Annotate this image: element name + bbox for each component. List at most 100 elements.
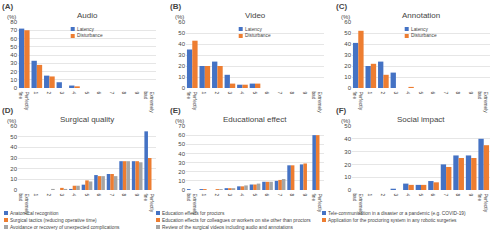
svg-text:Perfectlyfine: Perfectlyfine	[18, 91, 29, 110]
svg-text:4: 4	[405, 193, 410, 196]
svg-text:1: 1	[201, 91, 206, 94]
svg-text:3: 3	[393, 193, 398, 196]
svg-text:Surgical quality: Surgical quality	[60, 115, 114, 124]
svg-text:60: 60	[178, 132, 185, 138]
svg-text:10: 10	[344, 74, 351, 80]
svg-text:5: 5	[418, 91, 423, 94]
svg-text:70: 70	[178, 123, 185, 129]
svg-text:Video: Video	[245, 11, 266, 20]
svg-text:20: 20	[178, 63, 185, 69]
svg-text:50: 50	[178, 30, 185, 36]
svg-text:Annotation: Annotation	[402, 11, 440, 20]
svg-text:9: 9	[302, 91, 307, 94]
svg-text:Disturbance: Disturbance	[77, 33, 103, 38]
svg-text:(%): (%)	[7, 118, 16, 124]
svg-text:10: 10	[178, 178, 185, 184]
svg-text:30: 30	[10, 155, 17, 161]
svg-text:50: 50	[344, 30, 351, 36]
svg-text:6: 6	[430, 91, 435, 94]
svg-text:Perfectlyfine: Perfectlyfine	[186, 91, 197, 110]
svg-text:Tele-communication in a disast: Tele-communication in a disaster or a pa…	[328, 211, 466, 216]
svg-text:(E): (E)	[170, 106, 181, 115]
svg-text:6: 6	[96, 91, 101, 94]
svg-text:10: 10	[10, 176, 17, 182]
svg-text:(%): (%)	[175, 118, 184, 124]
svg-text:8: 8	[121, 91, 126, 94]
svg-text:1: 1	[367, 91, 372, 94]
svg-text:Education effects for proctors: Education effects for proctors	[162, 211, 225, 216]
svg-text:7: 7	[443, 91, 448, 94]
svg-text:0: 0	[182, 187, 186, 193]
svg-text:(D): (D)	[2, 106, 13, 115]
svg-text:50: 50	[10, 134, 17, 140]
svg-text:40: 40	[178, 151, 185, 157]
svg-text:40: 40	[344, 136, 351, 142]
svg-text:2: 2	[46, 91, 51, 94]
svg-text:Education effects for colleagu: Education effects for colleagues or work…	[162, 218, 311, 223]
svg-text:8: 8	[289, 193, 294, 196]
svg-text:Perfectlyfine: Perfectlyfine	[477, 193, 488, 212]
svg-text:Extremelybad: Extremelybad	[18, 193, 29, 215]
svg-text:2: 2	[214, 193, 219, 196]
svg-text:9: 9	[468, 91, 473, 94]
svg-text:Educational effect: Educational effect	[223, 115, 287, 124]
svg-text:7: 7	[443, 193, 448, 196]
svg-text:60: 60	[10, 123, 17, 129]
svg-text:1: 1	[367, 193, 372, 196]
svg-text:4: 4	[405, 91, 410, 94]
svg-text:Perfectlyfine: Perfectlyfine	[352, 91, 363, 110]
svg-text:5: 5	[252, 193, 257, 196]
svg-text:80: 80	[10, 19, 17, 25]
svg-text:Latency: Latency	[411, 27, 428, 32]
svg-text:5: 5	[418, 193, 423, 196]
svg-text:7: 7	[109, 91, 114, 94]
svg-text:40: 40	[10, 144, 17, 150]
svg-text:(C): (C)	[336, 2, 347, 11]
svg-text:4: 4	[71, 91, 76, 94]
svg-text:0: 0	[348, 85, 352, 91]
svg-text:(A): (A)	[2, 2, 13, 11]
svg-text:5: 5	[84, 91, 89, 94]
svg-text:Extremelybad: Extremelybad	[143, 91, 154, 113]
svg-text:Extremelybad: Extremelybad	[352, 193, 363, 215]
svg-text:7: 7	[277, 193, 282, 196]
svg-text:(B): (B)	[170, 2, 181, 11]
svg-text:Audio: Audio	[77, 11, 98, 20]
svg-text:Latency: Latency	[77, 27, 94, 32]
svg-text:20: 20	[344, 162, 351, 168]
svg-text:Disturbance: Disturbance	[411, 33, 437, 38]
svg-text:0: 0	[182, 85, 186, 91]
svg-text:3: 3	[393, 91, 398, 94]
svg-text:40: 40	[10, 52, 17, 58]
svg-text:9: 9	[302, 193, 307, 196]
svg-text:(%): (%)	[7, 14, 16, 20]
svg-text:60: 60	[344, 19, 351, 25]
svg-text:60: 60	[10, 36, 17, 42]
svg-text:20: 20	[10, 166, 17, 172]
svg-text:(F): (F)	[336, 106, 347, 115]
svg-text:6: 6	[96, 193, 101, 196]
svg-text:6: 6	[264, 193, 269, 196]
svg-text:1: 1	[33, 91, 38, 94]
svg-text:10: 10	[178, 74, 185, 80]
svg-text:Extremelybad: Extremelybad	[311, 91, 322, 113]
svg-text:2: 2	[380, 193, 385, 196]
svg-text:3: 3	[59, 91, 64, 94]
svg-text:40: 40	[178, 41, 185, 47]
svg-text:20: 20	[344, 63, 351, 69]
svg-text:5: 5	[252, 91, 257, 94]
svg-text:4: 4	[239, 91, 244, 94]
svg-text:9: 9	[468, 193, 473, 196]
svg-text:30: 30	[344, 149, 351, 155]
svg-text:30: 30	[344, 52, 351, 58]
svg-text:50: 50	[178, 141, 185, 147]
svg-text:Disturbance: Disturbance	[245, 33, 271, 38]
svg-text:3: 3	[59, 193, 64, 196]
svg-text:Extremelybad: Extremelybad	[477, 91, 488, 113]
svg-text:0: 0	[348, 187, 352, 193]
svg-text:Anatomical recognition: Anatomical recognition	[10, 211, 59, 216]
svg-text:20: 20	[178, 169, 185, 175]
svg-text:7: 7	[277, 91, 282, 94]
svg-text:0: 0	[14, 187, 18, 193]
svg-text:60: 60	[178, 19, 185, 25]
